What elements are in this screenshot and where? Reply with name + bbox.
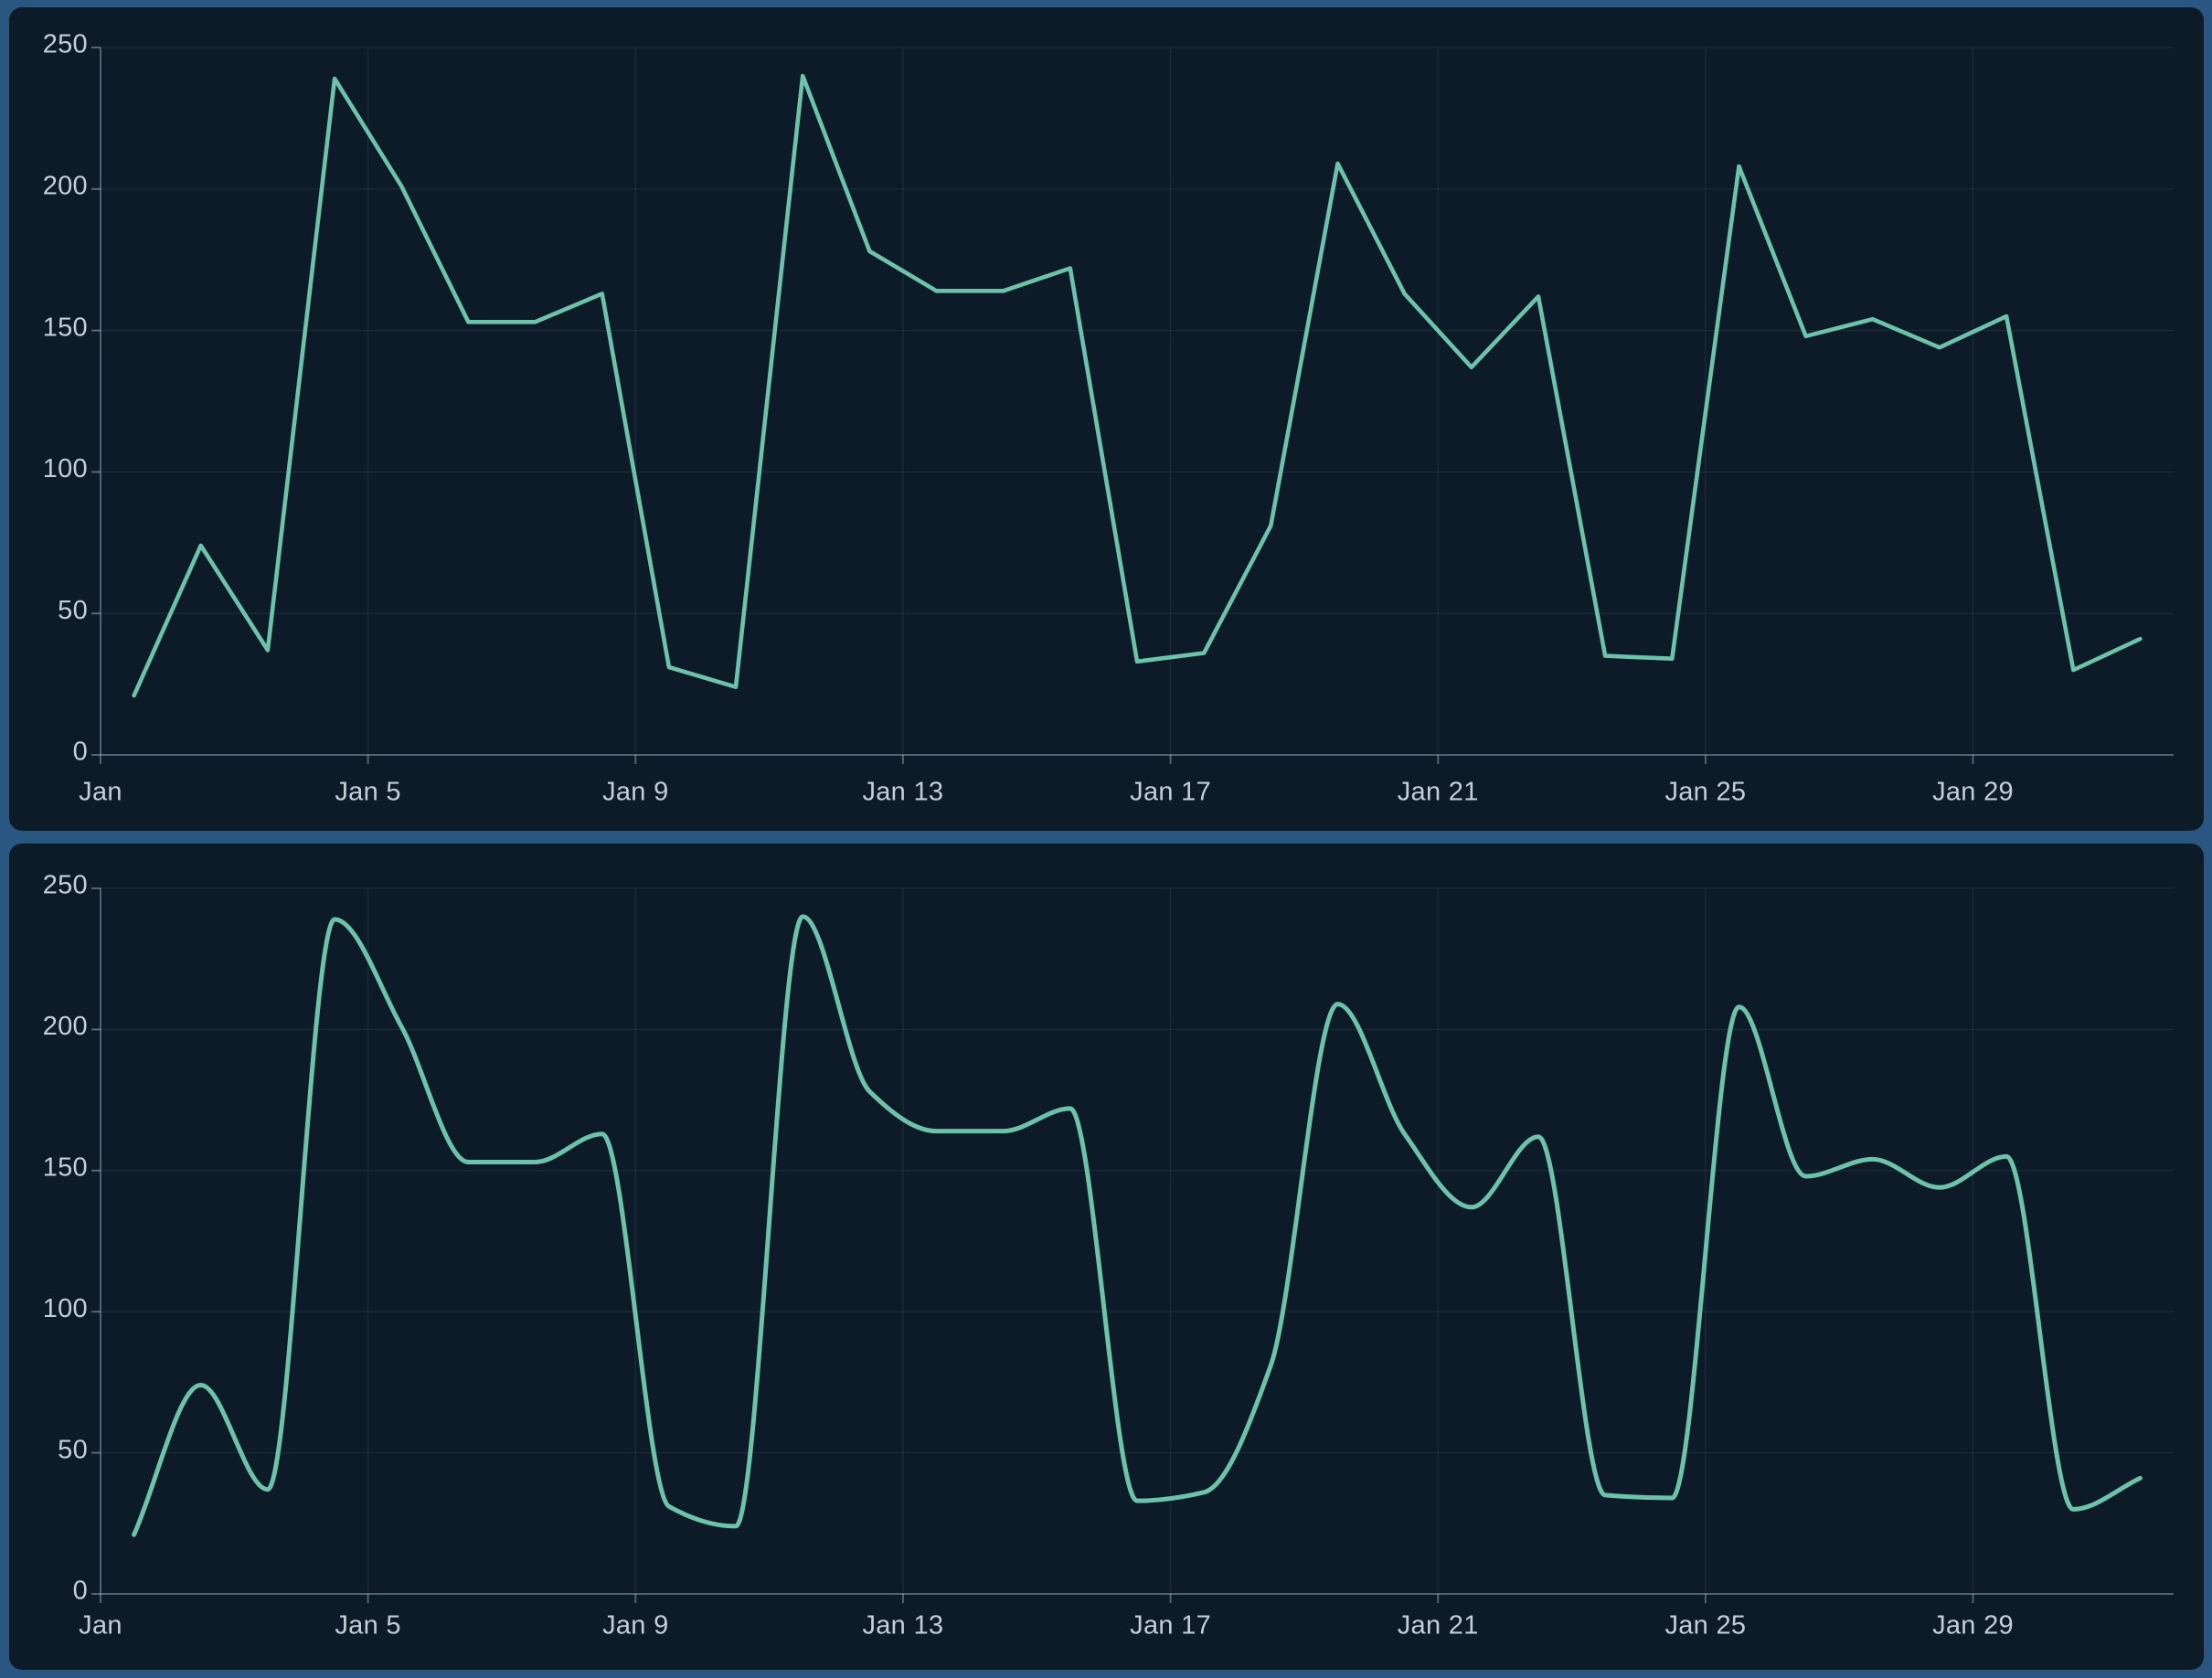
- y-tick-label: 0: [73, 1577, 88, 1606]
- x-tick-label: Jan 25: [1664, 778, 1746, 807]
- x-tick-label: Jan 9: [602, 778, 668, 807]
- y-tick-label: 100: [43, 454, 88, 483]
- y-tick-label: 250: [43, 871, 88, 900]
- y-tick-label: 0: [73, 738, 88, 767]
- x-tick-label: Jan 21: [1398, 1611, 1479, 1641]
- x-tick-label: Jan 13: [862, 778, 943, 807]
- x-tick-label: Jan: [79, 778, 122, 807]
- x-tick-label: Jan 25: [1664, 1611, 1746, 1641]
- y-tick-label: 50: [58, 596, 88, 625]
- x-tick-label: Jan 5: [335, 1611, 400, 1641]
- x-tick-label: Jan 5: [335, 778, 400, 807]
- x-tick-label: Jan 21: [1398, 778, 1479, 807]
- y-tick-label: 200: [43, 1012, 88, 1041]
- x-tick-label: Jan: [79, 1611, 122, 1641]
- y-tick-label: 150: [43, 1152, 88, 1182]
- y-tick-label: 50: [58, 1435, 88, 1464]
- y-tick-label: 250: [43, 30, 88, 59]
- line-chart-smooth: 0 50 100 150 200 250 Jan Jan 5 Jan 9 Jan 13 Jan 17…: [43, 871, 2174, 1641]
- bottom-chart-panel: 0 50 100 150 200 250 Jan Jan 5 Jan 9 Jan 13 Jan 17…: [9, 844, 2204, 1670]
- x-tick-label: Jan 17: [1130, 778, 1211, 807]
- x-tick-label: Jan 29: [1932, 1611, 2014, 1641]
- x-tick-label: Jan 17: [1130, 1611, 1211, 1641]
- series-line-linear: [132, 73, 2143, 698]
- x-tick-label: Jan 13: [862, 1611, 943, 1641]
- y-tick-label: 200: [43, 171, 88, 200]
- top-chart-panel: 0 50 100 150 200 250 Jan Jan 5 Jan 9 Jan 13 Jan 17…: [9, 7, 2204, 831]
- x-tick-label: Jan 9: [602, 1611, 668, 1641]
- line-chart-linear: 0 50 100 150 200 250 Jan Jan 5 Jan 9 Jan 13 Jan 17…: [43, 30, 2174, 807]
- series-line-smooth: [132, 914, 2143, 1537]
- y-tick-label: 150: [43, 313, 88, 342]
- y-tick-label: 100: [43, 1294, 88, 1323]
- x-tick-label: Jan 29: [1932, 778, 2014, 807]
